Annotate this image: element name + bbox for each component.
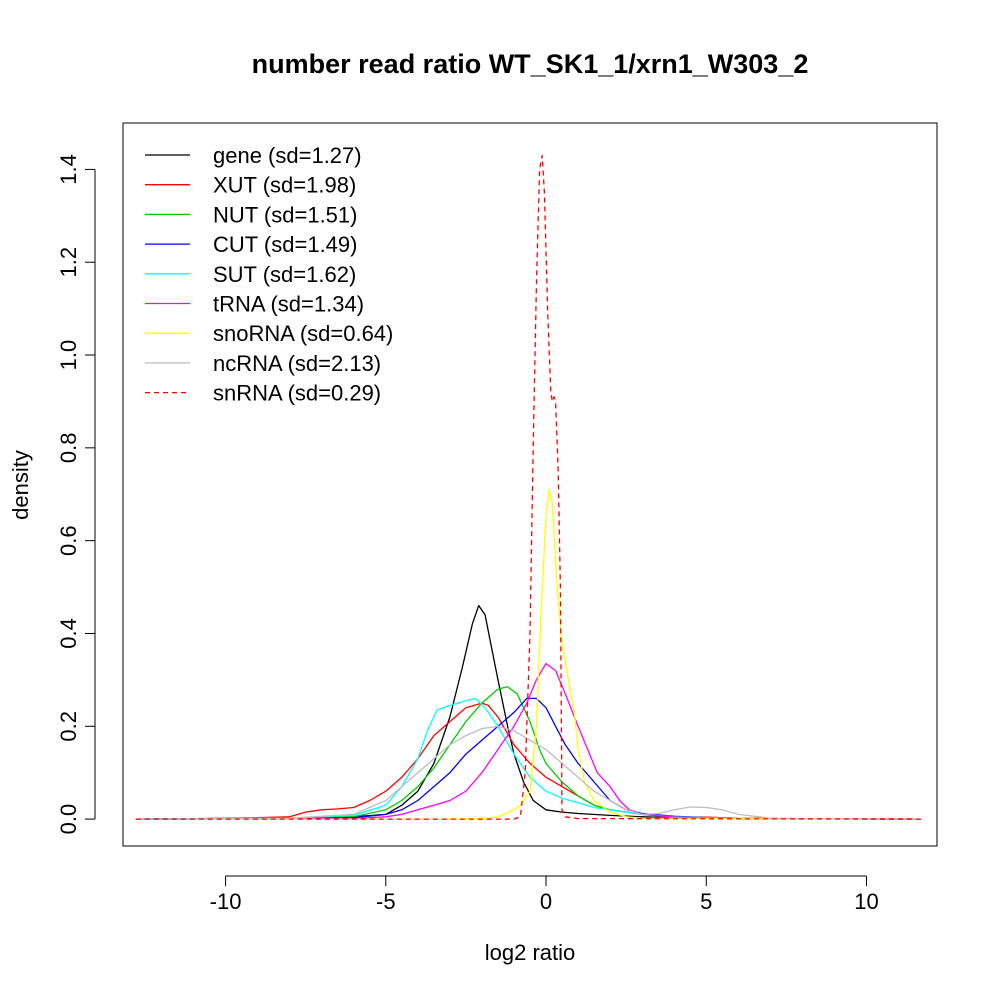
legend: gene (sd=1.27) XUT (sd=1.98) NUT (sd=1.51)… xyxy=(145,143,393,406)
chart-title: number read ratio WT_SK1_1/xrn1_W303_2 xyxy=(252,49,809,79)
series-line-2 xyxy=(135,686,922,820)
series-line-7 xyxy=(135,725,922,820)
series-line-3 xyxy=(135,697,922,820)
y-tick-label: 0.2 xyxy=(56,711,81,742)
x-tick-label: -10 xyxy=(210,889,242,914)
series-line-1 xyxy=(135,702,922,820)
series-line-8 xyxy=(135,154,922,820)
y-tick-label: 0.0 xyxy=(56,804,81,835)
series-line-0 xyxy=(135,604,922,820)
legend-label: SUT (sd=1.62) xyxy=(213,262,356,287)
legend-label: CUT (sd=1.49) xyxy=(213,232,357,257)
x-tick-label: -5 xyxy=(376,889,396,914)
x-tick-label: 5 xyxy=(700,889,712,914)
series-line-6 xyxy=(135,488,922,820)
legend-label: snoRNA (sd=0.64) xyxy=(213,321,393,346)
y-tick-label: 1.2 xyxy=(56,247,81,278)
plot-frame xyxy=(122,122,938,847)
legend-label: ncRNA (sd=2.13) xyxy=(213,351,381,376)
y-tick-label: 1.4 xyxy=(56,154,81,185)
legend-label: snRNA (sd=0.29) xyxy=(213,381,381,406)
x-tick-label: 10 xyxy=(854,889,878,914)
y-axis-label: density xyxy=(8,450,33,520)
y-tick-label: 0.6 xyxy=(56,525,81,556)
y-axis: 0.0 0.2 0.4 0.6 0.8 1.0 1.2 1.4 xyxy=(56,154,96,835)
y-tick-label: 0.8 xyxy=(56,433,81,464)
x-tick-label: 0 xyxy=(540,889,552,914)
y-tick-label: 1.0 xyxy=(56,340,81,371)
y-tick-label: 0.4 xyxy=(56,618,81,649)
legend-label: tRNA (sd=1.34) xyxy=(213,292,364,317)
legend-label: gene (sd=1.27) xyxy=(213,143,362,168)
series-line-5 xyxy=(135,662,922,820)
legend-label: XUT (sd=1.98) xyxy=(213,173,356,198)
series-lines xyxy=(135,154,922,820)
x-axis-label: log2 ratio xyxy=(485,940,576,965)
legend-label: NUT (sd=1.51) xyxy=(213,202,357,227)
series-line-4 xyxy=(135,697,922,820)
x-axis: -10 -5 0 5 10 xyxy=(210,875,879,914)
